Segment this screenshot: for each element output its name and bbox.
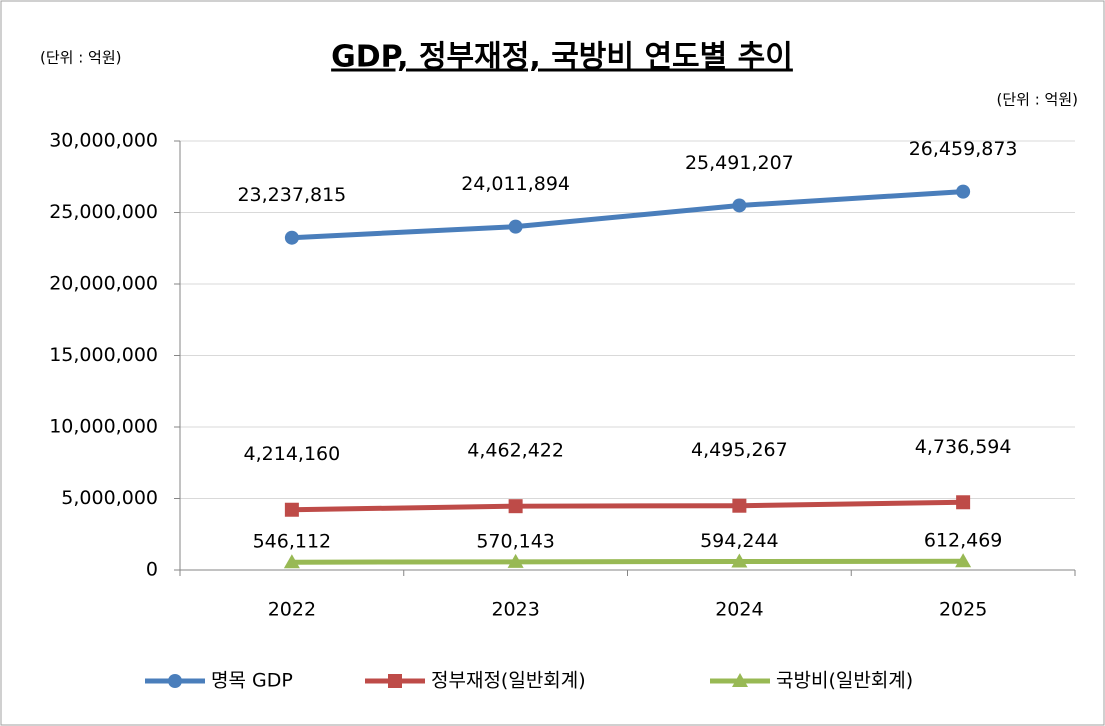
data-label: 26,459,873 [909, 138, 1018, 160]
data-point [956, 184, 971, 199]
chart-title: GDP, 정부재정, 국방비 연도별 추이 [331, 40, 793, 75]
data-point [732, 198, 747, 213]
data-label: 4,495,267 [691, 439, 788, 461]
y-tick-label: 10,000,000 [49, 416, 158, 438]
x-tick-label: 2023 [491, 599, 539, 621]
unit-label: (단위 : 억원) [997, 91, 1079, 109]
x-tick-label: 2024 [715, 599, 763, 621]
data-point [284, 502, 299, 517]
x-tick-label: 2025 [939, 599, 987, 621]
legend-label: 정부재정(일반회계) [431, 670, 586, 692]
x-tick-label: 2022 [268, 599, 316, 621]
data-point [284, 230, 299, 245]
y-tick-label: 0 [146, 559, 158, 581]
data-point [731, 553, 748, 568]
data-label: 570,143 [476, 530, 555, 552]
series-line [291, 558, 964, 565]
data-label: 546,112 [253, 531, 332, 553]
y-tick-label: 25,000,000 [49, 201, 158, 223]
data-label: 612,469 [924, 530, 1003, 552]
data-point [956, 495, 971, 510]
y-tick-label: 5,000,000 [61, 487, 158, 509]
legend-marker [388, 674, 402, 688]
data-label: 594,244 [700, 530, 779, 552]
data-point [283, 554, 300, 569]
data-label: 23,237,815 [237, 184, 346, 206]
data-label: 24,011,894 [461, 173, 570, 195]
data-label: 4,214,160 [244, 443, 341, 465]
series-line [291, 189, 964, 241]
data-point [508, 499, 523, 514]
unit-label: (단위 : 억원) [40, 49, 122, 67]
data-label: 4,736,594 [915, 436, 1012, 458]
data-point [955, 553, 972, 568]
data-point [508, 219, 523, 234]
data-label: 25,491,207 [685, 152, 794, 174]
data-point [732, 498, 747, 513]
y-tick-label: 30,000,000 [49, 130, 158, 152]
data-point [507, 553, 524, 568]
y-tick-label: 20,000,000 [49, 273, 158, 295]
legend-marker [732, 673, 748, 687]
legend-label: 국방비(일반회계) [776, 670, 913, 692]
legend-label: 명목 GDP [211, 670, 293, 692]
legend-marker [168, 674, 182, 688]
y-tick-label: 15,000,000 [49, 344, 158, 366]
data-label: 4,462,422 [467, 440, 564, 462]
series-line [291, 499, 964, 513]
